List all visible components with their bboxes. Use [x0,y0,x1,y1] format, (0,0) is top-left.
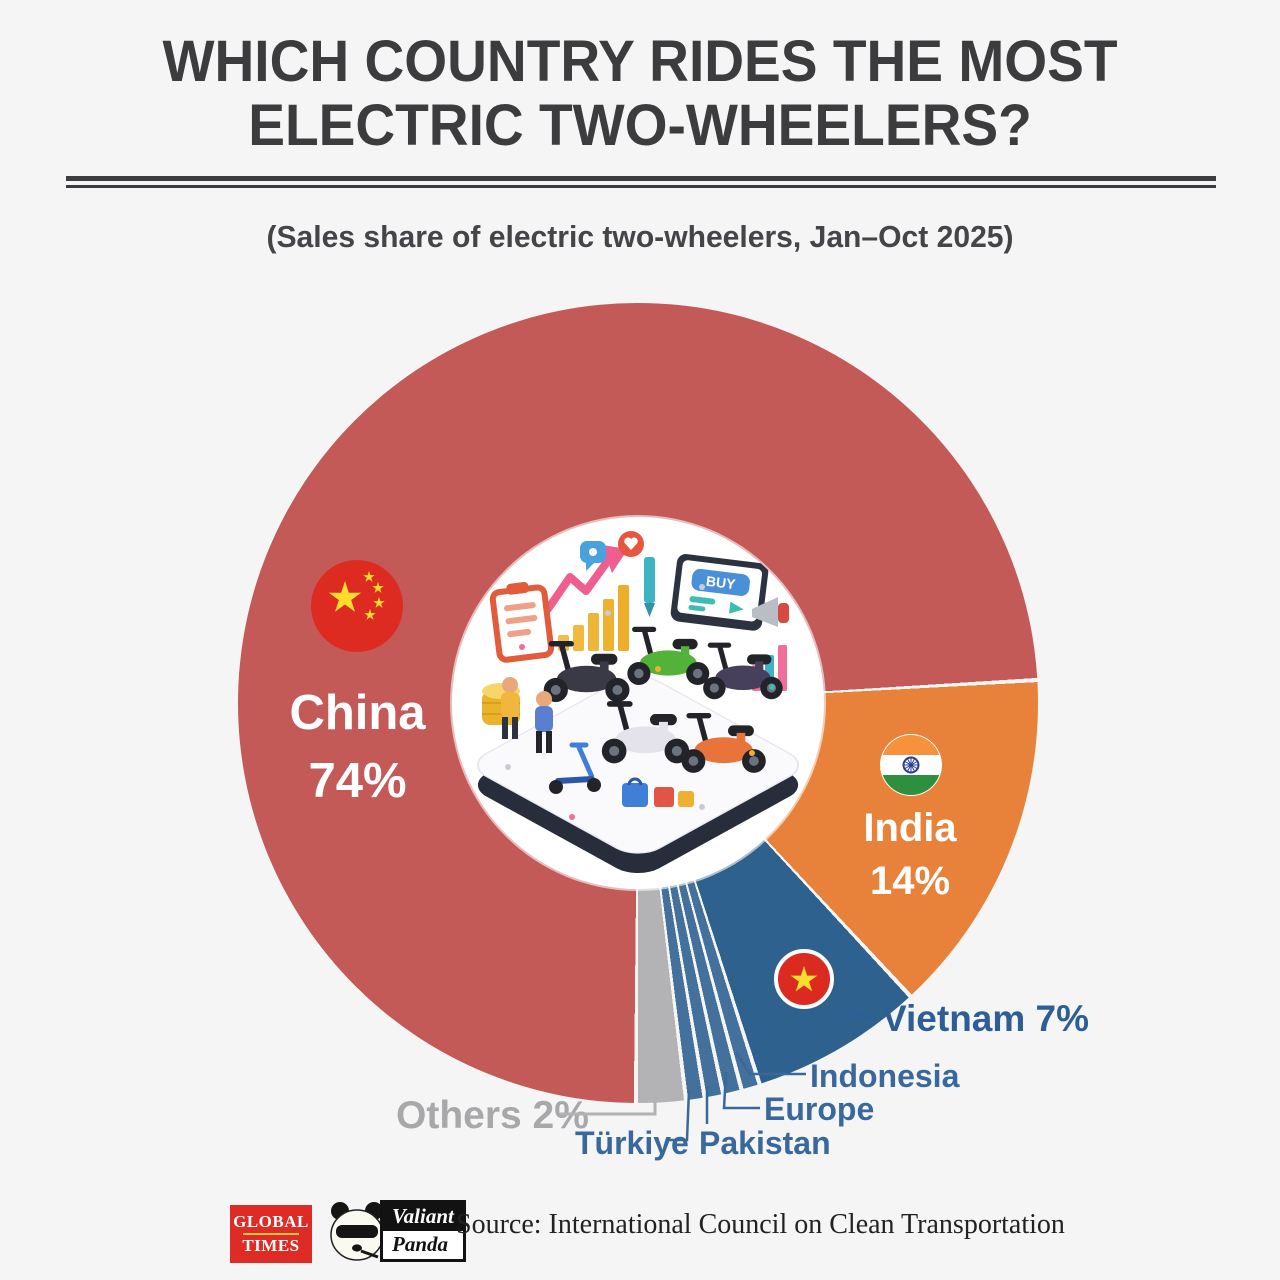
china-slice-label: China 74% [240,680,475,815]
chart-subtitle: (Sales share of electric two-wheelers, J… [266,219,1014,254]
india-name: India [863,806,957,850]
scooter-icon [544,644,630,702]
scooter-icon [627,629,709,685]
shopping-bag-icon [622,777,694,807]
panda-icon [330,1202,384,1261]
buy-button-label: BUY [705,573,737,593]
valiant-panda-wordmark: Valiant Panda [380,1200,466,1262]
vietnam-slice-label: Vietnam 7% [882,998,1090,1039]
title-line-2: ELECTRIC TWO-WHEELERS? [248,92,1032,158]
china-value: 74% [308,753,407,808]
europe-slice-label: Europe [764,1091,875,1127]
divider-thin-line [66,185,1216,188]
page-title: WHICH COUNTRY RIDES THE MOST ELECTRIC TWO… [32,30,1248,158]
heart-pin-icon [618,531,644,557]
india-value: 14% [869,858,951,903]
valiant-text: Valiant [383,1203,463,1231]
title-divider [66,176,1216,188]
valiant-panda-logo: Valiant Panda [328,1199,466,1263]
megaphone-icon [752,597,789,627]
chat-bubble-icon [580,541,606,571]
divider-thick-line [66,176,1216,181]
pencil-icon [644,557,655,617]
indonesia-slice-label: Indonesia [810,1058,960,1094]
india-flag-icon [880,734,942,796]
china-flag-icon [311,560,403,652]
vietnam-flag-icon [774,949,834,1009]
china-name: China [289,686,426,740]
person-icon [501,677,519,739]
global-times-logo: GLOBAL TIMES [230,1205,312,1263]
person-icon [535,691,553,753]
donut-center-illustration: BUY [452,517,824,889]
source-attribution: Source: International Council on Clean T… [456,1209,1065,1240]
global-times-rule [243,1233,299,1235]
pakistan-slice-label: Pakistan [699,1125,831,1161]
confetti-decoration [505,584,775,820]
panda-text: Panda [383,1231,463,1259]
buy-tablet-icon: BUY [670,554,769,631]
kick-scooter-icon [549,742,601,794]
global-times-line1: GLOBAL [233,1212,309,1232]
others-slice-label: Others 2% [396,1094,589,1137]
title-line-1: WHICH COUNTRY RIDES THE MOST [162,29,1118,94]
india-slice-label: India 14% [830,802,990,908]
clipboard-icon [489,582,555,663]
marketplace-illustration: BUY [476,531,800,874]
global-times-line2: TIMES [242,1236,300,1255]
turkiye-slice-label: Türkiye [575,1125,689,1161]
